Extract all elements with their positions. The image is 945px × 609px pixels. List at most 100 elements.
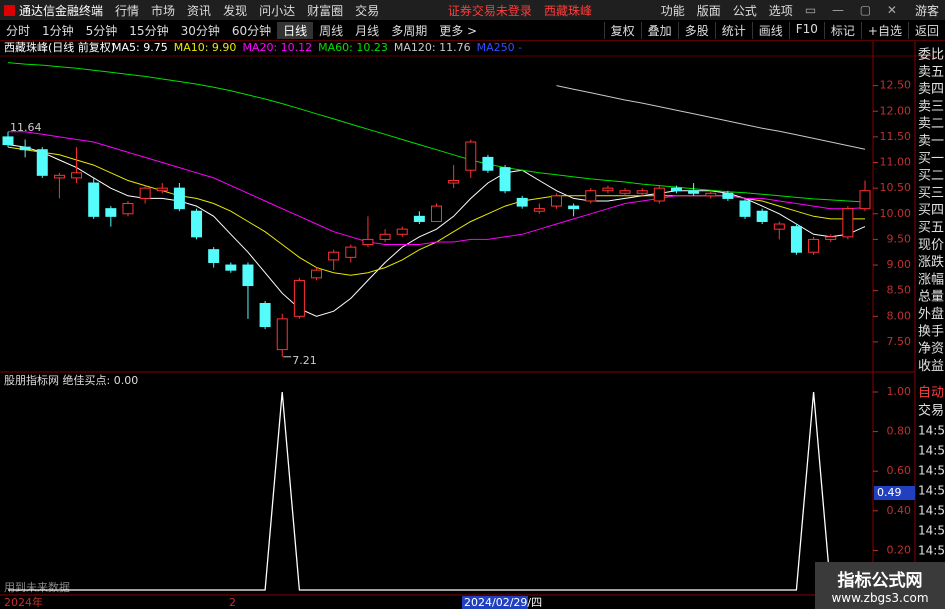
period-tab[interactable]: 5分钟 (85, 23, 118, 38)
period-tab[interactable]: 分时 (6, 23, 31, 38)
time-label: 14:56 (918, 524, 945, 538)
candle-body (173, 187, 185, 210)
tool-button[interactable]: 复权 (603, 21, 641, 39)
y-tick-label: 9.00 (887, 258, 912, 271)
x-label: 2024年 (4, 595, 43, 609)
candle-body (602, 187, 614, 192)
y-tick-label: 10.50 (880, 181, 912, 194)
menu-item[interactable]: 财富圈 (307, 3, 344, 18)
y-tick-label: 8.50 (887, 284, 912, 297)
quote-label: 卖四 (918, 82, 944, 97)
candle-body (482, 156, 494, 171)
candle-body (276, 318, 288, 351)
ma-label: MA60: 10.23 (318, 41, 388, 54)
candle-body (379, 233, 391, 240)
tool-button[interactable]: 叠加 (640, 21, 678, 39)
candle-body (688, 190, 700, 194)
cursor-date: 2024/02/29/四 (464, 596, 542, 609)
trade-label: 交易 (918, 403, 944, 419)
quote-label: 卖一 (918, 134, 944, 149)
period-tab[interactable]: 1分钟 (42, 23, 74, 38)
tool-button[interactable]: F10 (788, 21, 824, 39)
tool-button[interactable]: 画线 (751, 21, 789, 39)
ma-line (7, 62, 866, 203)
period-tabs: 分时 1分钟 5分钟 15分钟 30分钟 60分钟 日线 周线 月线 多周期 更多 > (0, 21, 483, 39)
time-label: 14:56 (918, 444, 945, 458)
y-tick-label: 8.00 (887, 309, 912, 322)
candle-body (619, 190, 631, 194)
quote-label: 收益 (918, 359, 944, 374)
trade-label: 自动 (918, 386, 944, 401)
watermark-name: 指标公式网 (837, 571, 923, 591)
candle-body (225, 264, 237, 271)
ma-label: MA10: 9.90 (174, 41, 237, 54)
menu-item[interactable]: 发现 (223, 3, 248, 18)
menu-item[interactable]: 版面 (696, 3, 721, 18)
candle-body (88, 182, 100, 217)
candle-body (739, 200, 751, 217)
indicator-title: 股朋指标网 绝佳买点: 0.00 (4, 373, 138, 387)
tool-button[interactable]: 统计 (714, 21, 752, 39)
period-tab[interactable]: 月线 (355, 23, 380, 38)
period-tab[interactable]: 多周期 (391, 23, 428, 38)
y-tick-label: 0.40 (887, 504, 912, 517)
candle-body (773, 223, 785, 230)
candle-body (808, 238, 820, 253)
time-label: 14:56 (918, 544, 945, 558)
candle-body (156, 187, 168, 192)
menu-item[interactable]: 市场 (151, 3, 176, 18)
y-tick-label: 1.00 (887, 385, 912, 398)
candle-body (568, 205, 580, 210)
tool-button[interactable]: 多股 (677, 21, 715, 39)
menu-item[interactable]: 功能 (660, 3, 685, 18)
candle-body (242, 264, 254, 287)
quote-label: 卖三 (918, 99, 944, 114)
candle-body (653, 187, 665, 202)
y-tick-label: 10.00 (880, 207, 912, 220)
period-tab[interactable]: 更多 > (439, 23, 478, 38)
user[interactable]: 游客 (915, 3, 940, 18)
menu-items: 行情 市场 资讯 发现 问小达 财富圈 交易 (109, 2, 385, 19)
tool-button[interactable]: 标记 (823, 21, 861, 39)
period-tab[interactable]: 30分钟 (180, 23, 220, 38)
candle-body (362, 238, 374, 246)
candle-body (208, 249, 220, 263)
candle-body (53, 174, 65, 179)
candle-body (396, 228, 408, 235)
window-controls[interactable]: ▭ — ▢ ✕ (804, 3, 903, 17)
candle-body (413, 215, 425, 222)
candle-body (499, 167, 511, 192)
tool-button[interactable]: 返回 (907, 21, 945, 39)
period-tab[interactable]: 周线 (319, 23, 344, 38)
period-tab[interactable]: 日线 (277, 21, 314, 39)
period-tab[interactable]: 15分钟 (129, 23, 169, 38)
time-label: 14:56 (918, 424, 945, 438)
x-label: 2 (229, 596, 236, 609)
menu-right: 功能 版面 公式 选项 (655, 2, 799, 19)
candle-body (516, 197, 528, 207)
period-tab[interactable]: 60分钟 (231, 23, 272, 38)
y-tick-label: 0.20 (887, 543, 912, 556)
candle-body (345, 246, 357, 258)
menu-item[interactable]: 选项 (768, 3, 793, 18)
quote-label: 净资 (918, 342, 944, 357)
ma-label: MA120: 11.76 (394, 41, 471, 54)
menu-item[interactable]: 行情 (115, 3, 140, 18)
candle-body (71, 172, 83, 179)
candle-body (191, 210, 203, 238)
menu-item[interactable]: 资讯 (187, 3, 212, 18)
candle-body (722, 192, 734, 199)
trade-status[interactable]: 证券交易未登录 (447, 3, 532, 18)
menu-item[interactable]: 公式 (732, 3, 757, 18)
candle-body (2, 136, 14, 146)
indicator-note: 用到未来数据 (4, 580, 70, 594)
candle-body (842, 208, 854, 238)
candle-body (19, 146, 31, 151)
tool-button[interactable]: +自选 (860, 21, 908, 39)
y-tick-label: 0.60 (887, 464, 912, 477)
time-label: 14:56 (918, 504, 945, 518)
menu-item[interactable]: 交易 (355, 3, 380, 18)
menu-item[interactable]: 问小达 (259, 3, 296, 18)
quote-label: 换手 (918, 324, 944, 339)
quote-label: 外盘 (918, 306, 944, 322)
